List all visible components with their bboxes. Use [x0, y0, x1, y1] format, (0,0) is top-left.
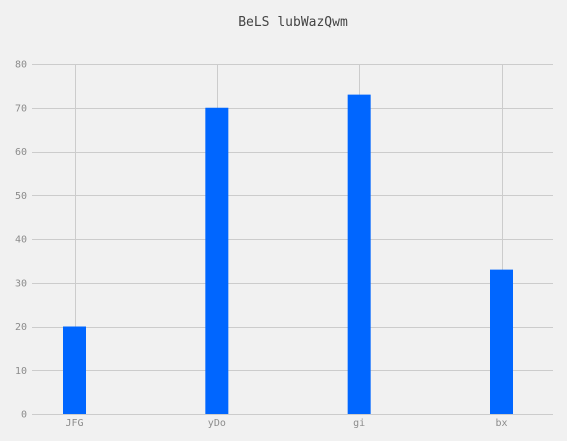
bar-ydo [205, 107, 229, 414]
y-tick-label: 10 [15, 366, 27, 377]
bar-bx [490, 269, 513, 414]
x-axis-ticks: JFG yDo gi bx [65, 418, 507, 429]
y-tick-label: 40 [15, 235, 27, 246]
y-tick-label: 20 [15, 322, 27, 333]
y-tick-label: 60 [15, 147, 27, 158]
y-tick-label: 80 [15, 60, 27, 71]
grid-lines [32, 64, 553, 415]
x-tick-label: bx [495, 418, 507, 429]
x-tick-label: gi [353, 418, 365, 429]
bars [63, 94, 513, 414]
y-tick-label: 70 [15, 103, 27, 114]
bar-jfg [63, 326, 86, 414]
y-tick-label: 0 [21, 410, 27, 421]
y-tick-label: 50 [15, 191, 27, 202]
x-tick-label: JFG [65, 418, 83, 429]
y-axis-ticks: 0 10 20 30 40 50 60 70 80 [15, 60, 27, 421]
y-tick-label: 30 [15, 278, 27, 289]
x-tick-label: yDo [208, 418, 226, 429]
chart-title: BeLS lubWazQwm [238, 15, 348, 30]
bar-gi [347, 94, 371, 414]
